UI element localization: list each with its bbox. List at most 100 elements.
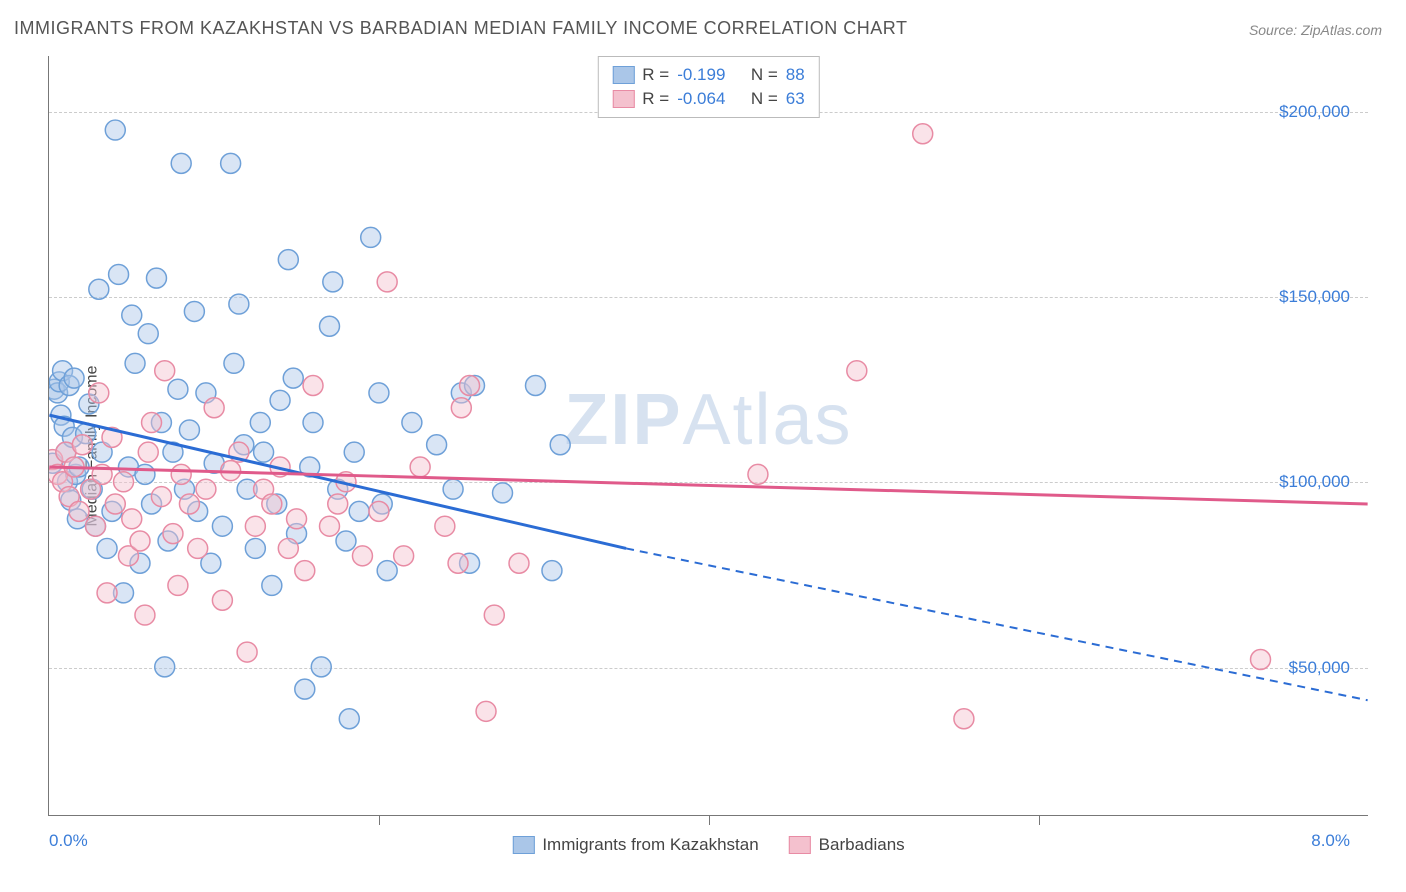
n-value-kazakhstan: 88 (786, 65, 805, 85)
n-value-barbadians: 63 (786, 89, 805, 109)
data-point (295, 561, 315, 581)
data-point (1251, 650, 1271, 670)
data-point (250, 413, 270, 433)
data-point (184, 301, 204, 321)
legend-swatch-kazakhstan (612, 66, 634, 84)
data-point (476, 701, 496, 721)
data-point (349, 501, 369, 521)
legend-swatch-barbadians (789, 836, 811, 854)
data-point (97, 538, 117, 558)
data-point (509, 553, 529, 573)
data-point (377, 272, 397, 292)
chart-area: ZIPAtlas R = -0.199 N = 88 R = -0.064 N … (48, 56, 1368, 816)
data-point (151, 487, 171, 507)
data-point (287, 509, 307, 529)
data-point (448, 553, 468, 573)
data-point (224, 353, 244, 373)
data-point (278, 538, 298, 558)
trend-line-extrapolated (626, 548, 1368, 700)
data-point (550, 435, 570, 455)
stats-legend: R = -0.199 N = 88 R = -0.064 N = 63 (597, 56, 819, 118)
data-point (295, 679, 315, 699)
data-point (179, 420, 199, 440)
data-point (245, 516, 265, 536)
data-point (369, 383, 389, 403)
data-point (168, 379, 188, 399)
legend-label: Immigrants from Kazakhstan (542, 835, 758, 855)
chart-title: IMMIGRANTS FROM KAZAKHSTAN VS BARBADIAN … (14, 18, 907, 39)
data-point (303, 376, 323, 396)
data-point (89, 383, 109, 403)
data-point (114, 472, 134, 492)
data-point (954, 709, 974, 729)
data-point (163, 524, 183, 544)
data-point (138, 324, 158, 344)
data-point (303, 413, 323, 433)
data-point (122, 305, 142, 325)
data-point (336, 531, 356, 551)
data-point (105, 120, 125, 140)
data-point (525, 376, 545, 396)
data-point (212, 590, 232, 610)
data-point (402, 413, 422, 433)
data-point (262, 494, 282, 514)
data-point (97, 583, 117, 603)
data-point (323, 272, 343, 292)
data-point (155, 361, 175, 381)
data-point (320, 516, 340, 536)
data-point (344, 442, 364, 462)
data-point (72, 435, 92, 455)
data-point (171, 464, 191, 484)
data-point (69, 501, 89, 521)
data-point (369, 501, 389, 521)
source-attribution: Source: ZipAtlas.com (1249, 22, 1382, 38)
data-point (339, 709, 359, 729)
data-point (320, 316, 340, 336)
data-point (394, 546, 414, 566)
data-point (352, 546, 372, 566)
legend-swatch-kazakhstan (512, 836, 534, 854)
data-point (748, 464, 768, 484)
data-point (135, 464, 155, 484)
data-point (283, 368, 303, 388)
data-point (138, 442, 158, 462)
x-tick-label: 0.0% (49, 831, 88, 851)
data-point (89, 279, 109, 299)
data-point (171, 153, 191, 173)
legend-item-barbadians: Barbadians (789, 835, 905, 855)
data-point (146, 268, 166, 288)
data-point (212, 516, 232, 536)
data-point (427, 435, 447, 455)
data-point (377, 561, 397, 581)
stats-legend-row: R = -0.064 N = 63 (612, 87, 804, 111)
data-point (443, 479, 463, 499)
x-tick-label: 8.0% (1311, 831, 1350, 851)
data-point (179, 494, 199, 514)
r-value-kazakhstan: -0.199 (677, 65, 725, 85)
data-point (204, 398, 224, 418)
data-point (913, 124, 933, 144)
data-point (135, 605, 155, 625)
series-legend: Immigrants from Kazakhstan Barbadians (512, 835, 904, 855)
x-minor-tick (709, 815, 710, 825)
x-minor-tick (1039, 815, 1040, 825)
scatter-plot-svg (49, 56, 1368, 815)
n-label: N = (751, 89, 778, 109)
data-point (278, 250, 298, 270)
legend-swatch-barbadians (612, 90, 634, 108)
data-point (254, 442, 274, 462)
data-point (168, 575, 188, 595)
data-point (262, 575, 282, 595)
r-label: R = (642, 89, 669, 109)
data-point (328, 494, 348, 514)
r-label: R = (642, 65, 669, 85)
data-point (86, 516, 106, 536)
data-point (451, 398, 471, 418)
data-point (542, 561, 562, 581)
data-point (130, 531, 150, 551)
data-point (105, 494, 125, 514)
data-point (484, 605, 504, 625)
data-point (237, 642, 257, 662)
data-point (435, 516, 455, 536)
n-label: N = (751, 65, 778, 85)
